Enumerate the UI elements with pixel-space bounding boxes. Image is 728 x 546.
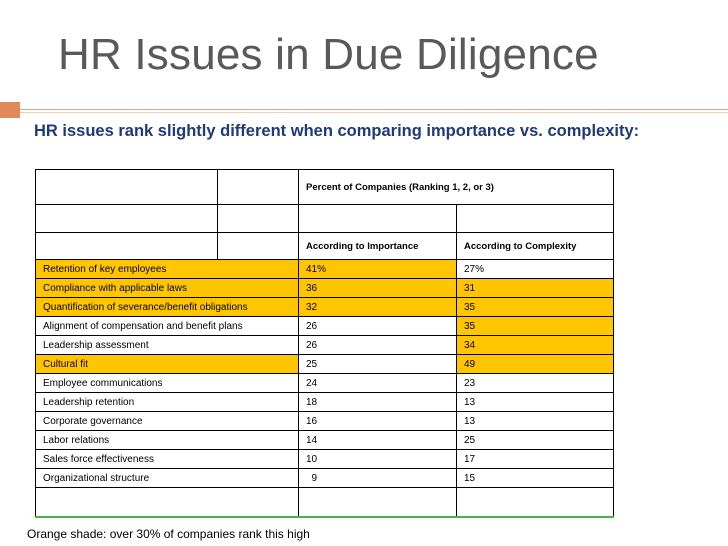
importance-value-cell: 16 <box>298 411 457 431</box>
complexity-value-cell: 35 <box>456 297 614 317</box>
importance-value-cell: 32 <box>298 297 457 317</box>
header-blank-cell <box>456 204 614 233</box>
importance-value-cell: 10 <box>298 449 457 469</box>
header-blank-cell <box>217 204 299 233</box>
table-row: Alignment of compensation and benefit pl… <box>35 316 614 336</box>
importance-value-cell: 41% <box>298 259 457 279</box>
complexity-value-cell: 17 <box>456 449 614 469</box>
issue-label-cell: Alignment of compensation and benefit pl… <box>35 316 299 336</box>
table-row: Labor relations 14 25 <box>35 430 614 450</box>
importance-value-cell: 26 <box>298 335 457 355</box>
table-row: Cultural fit 25 49 <box>35 354 614 374</box>
table-row: Quantification of severance/benefit obli… <box>35 297 614 317</box>
complexity-value-cell: 25 <box>456 430 614 450</box>
header-blank-cell <box>217 169 299 205</box>
hr-issues-table: Percent of Companies (Ranking 1, 2, or 3… <box>35 169 614 518</box>
slide-subtitle: HR issues rank slightly different when c… <box>34 122 640 140</box>
importance-value-cell: 36 <box>298 278 457 298</box>
complexity-value-cell: 15 <box>456 468 614 488</box>
importance-value-cell: 14 <box>298 430 457 450</box>
table-row: Corporate governance 16 13 <box>35 411 614 431</box>
header-blank-cell <box>298 204 457 233</box>
complexity-value-cell: 31 <box>456 278 614 298</box>
issue-label-cell: Employee communications <box>35 373 299 393</box>
importance-value-cell: 18 <box>298 392 457 412</box>
column-header-importance: According to Importance <box>298 232 457 260</box>
header-blank-cell <box>35 169 218 205</box>
table-row: Leadership assessment 26 34 <box>35 335 614 355</box>
slide-title: HR Issues in Due Diligence <box>58 30 599 79</box>
issue-label-cell: Organizational structure <box>35 468 299 488</box>
table-row: Compliance with applicable laws 36 31 <box>35 278 614 298</box>
table-row: Retention of key employees 41% 27% <box>35 259 614 279</box>
table-header-row-blank <box>35 204 614 233</box>
issue-label-cell: Leadership assessment <box>35 335 299 355</box>
accent-divider <box>20 109 728 110</box>
group-header-cell: Percent of Companies (Ranking 1, 2, or 3… <box>298 169 614 205</box>
table-row: Employee communications 24 23 <box>35 373 614 393</box>
issue-label-cell: Labor relations <box>35 430 299 450</box>
header-blank-cell <box>35 204 218 233</box>
complexity-value-cell: 23 <box>456 373 614 393</box>
header-blank-cell <box>217 232 299 260</box>
importance-value-cell: 9 <box>298 468 457 488</box>
accent-divider-secondary <box>20 112 728 113</box>
hr-issues-table-container: Percent of Companies (Ranking 1, 2, or 3… <box>35 169 614 518</box>
issue-label-cell: Leadership retention <box>35 392 299 412</box>
accent-square <box>0 102 20 118</box>
footnote: Orange shade: over 30% of companies rank… <box>27 527 310 541</box>
issue-label-cell: Quantification of severance/benefit obli… <box>35 297 299 317</box>
complexity-value-cell: 35 <box>456 316 614 336</box>
issue-label-cell: Retention of key employees <box>35 259 299 279</box>
complexity-value-cell: 49 <box>456 354 614 374</box>
table-row: Sales force effectiveness 10 17 <box>35 449 614 469</box>
issue-label-cell: Compliance with applicable laws <box>35 278 299 298</box>
complexity-value-cell: 13 <box>456 392 614 412</box>
importance-value-cell: 24 <box>298 373 457 393</box>
issue-label-cell: Sales force effectiveness <box>35 449 299 469</box>
empty-cell <box>35 487 299 518</box>
header-blank-cell <box>35 232 218 260</box>
complexity-value-cell: 13 <box>456 411 614 431</box>
complexity-value-cell: 27% <box>456 259 614 279</box>
table-header-row-columns: According to Importance According to Com… <box>35 232 614 260</box>
complexity-value-cell: 34 <box>456 335 614 355</box>
empty-cell <box>298 487 457 518</box>
table-row-empty <box>35 487 614 518</box>
table-header-row-group: Percent of Companies (Ranking 1, 2, or 3… <box>35 169 614 205</box>
table-row: Leadership retention 18 13 <box>35 392 614 412</box>
importance-value-cell: 25 <box>298 354 457 374</box>
empty-cell <box>456 487 614 518</box>
importance-value-cell: 26 <box>298 316 457 336</box>
issue-label-cell: Corporate governance <box>35 411 299 431</box>
column-header-complexity: According to Complexity <box>456 232 614 260</box>
table-row: Organizational structure 9 15 <box>35 468 614 488</box>
issue-label-cell: Cultural fit <box>35 354 299 374</box>
